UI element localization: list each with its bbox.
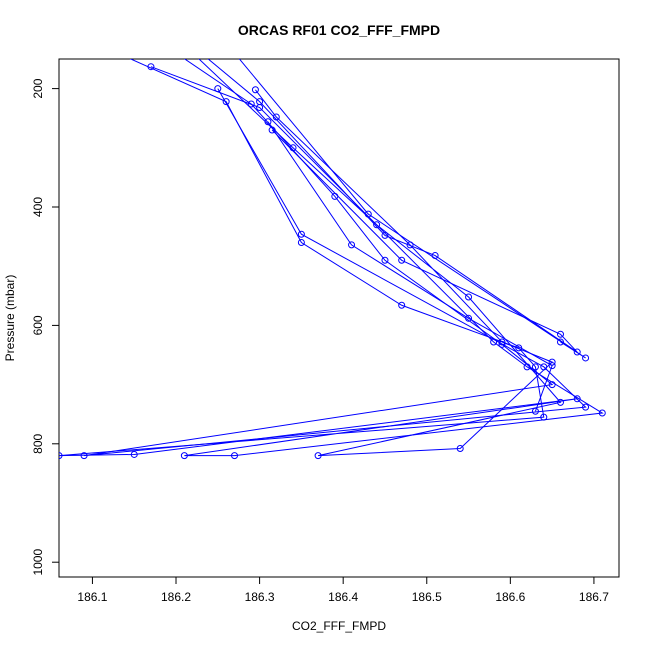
data-point bbox=[59, 452, 63, 460]
data-point bbox=[540, 413, 548, 421]
data-point bbox=[373, 221, 381, 229]
y-axis-label: Pressure (mbar) bbox=[3, 275, 17, 362]
data-point bbox=[381, 231, 389, 239]
y-tick-label: 200 bbox=[31, 78, 45, 98]
data-point bbox=[173, 50, 179, 56]
series-line bbox=[207, 59, 578, 353]
series-line bbox=[267, 121, 553, 412]
data-point bbox=[556, 338, 564, 346]
data-point bbox=[465, 293, 473, 301]
data-point bbox=[348, 241, 356, 249]
data-point bbox=[297, 230, 305, 238]
series-line bbox=[83, 59, 587, 457]
x-tick-label: 186.5 bbox=[412, 590, 442, 604]
data-point bbox=[264, 118, 272, 126]
data-point bbox=[381, 256, 389, 264]
series-1 bbox=[59, 50, 606, 460]
series-4 bbox=[264, 118, 556, 415]
data-point bbox=[231, 452, 239, 460]
series-line bbox=[238, 59, 586, 359]
data-point bbox=[214, 85, 222, 93]
data-point bbox=[573, 348, 581, 356]
data-point bbox=[531, 363, 539, 371]
x-axis-label: CO2_FFF_FMPD bbox=[292, 619, 386, 633]
x-tick-label: 186.6 bbox=[495, 590, 525, 604]
x-tick-label: 186.1 bbox=[77, 590, 107, 604]
plot-frame bbox=[58, 58, 620, 578]
data-point bbox=[556, 330, 564, 338]
data-point bbox=[465, 314, 473, 322]
series-3 bbox=[190, 50, 564, 460]
data-point bbox=[573, 395, 581, 403]
y-tick-label: 400 bbox=[31, 197, 45, 217]
data-point bbox=[364, 210, 372, 218]
series-2 bbox=[80, 50, 590, 460]
data-point bbox=[190, 50, 196, 56]
y-tick-label: 600 bbox=[31, 315, 45, 335]
data-point bbox=[232, 50, 238, 56]
data-point bbox=[582, 354, 590, 362]
data-point bbox=[398, 256, 406, 264]
x-tick-label: 186.4 bbox=[328, 590, 358, 604]
data-point bbox=[582, 403, 590, 411]
data-point bbox=[251, 86, 259, 94]
chart-title: ORCAS RF01 CO2_FFF_FMPD bbox=[238, 22, 440, 38]
data-point bbox=[598, 409, 606, 417]
data-point bbox=[256, 98, 264, 106]
data-point bbox=[398, 301, 406, 309]
data-point bbox=[80, 452, 88, 460]
series-6 bbox=[232, 50, 590, 362]
data-point bbox=[222, 98, 230, 106]
y-tick-label: 1000 bbox=[31, 549, 45, 576]
data-point bbox=[556, 398, 564, 406]
data-point bbox=[314, 452, 322, 460]
data-point bbox=[456, 445, 464, 453]
series-line bbox=[59, 59, 604, 457]
data-point bbox=[297, 239, 305, 247]
x-axis: 186.1 186.2 186.3 186.4 186.5 186.6 186.7 bbox=[77, 577, 609, 604]
data-point bbox=[130, 450, 138, 458]
data-point bbox=[247, 100, 255, 108]
y-axis: 200 400 600 800 1000 bbox=[31, 78, 59, 576]
data-point bbox=[115, 50, 121, 56]
series-layer bbox=[59, 50, 606, 460]
data-point bbox=[268, 126, 276, 134]
x-tick-label: 186.3 bbox=[245, 590, 275, 604]
data-point bbox=[498, 338, 506, 346]
data-point bbox=[147, 63, 155, 71]
x-tick-label: 186.7 bbox=[579, 590, 609, 604]
data-point bbox=[198, 50, 204, 56]
y-tick-label: 800 bbox=[31, 433, 45, 453]
data-point bbox=[531, 407, 539, 415]
series-line bbox=[198, 59, 562, 457]
data-point bbox=[548, 362, 556, 370]
data-point bbox=[548, 381, 556, 389]
series-5 bbox=[198, 50, 581, 356]
x-tick-label: 186.2 bbox=[161, 590, 191, 604]
data-point bbox=[180, 452, 188, 460]
